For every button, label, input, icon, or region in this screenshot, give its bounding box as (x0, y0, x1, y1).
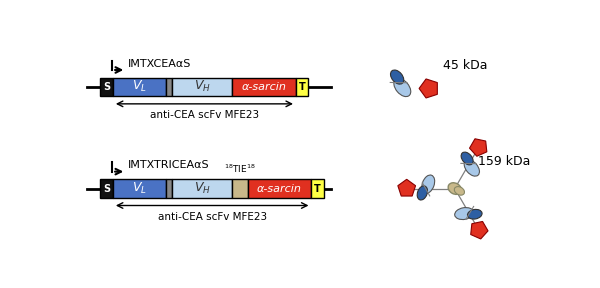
Ellipse shape (394, 78, 411, 96)
Text: S: S (103, 183, 110, 194)
Text: α-sarcin: α-sarcin (257, 183, 302, 194)
Text: anti-CEA scFv MFE23: anti-CEA scFv MFE23 (158, 212, 267, 222)
Ellipse shape (467, 209, 482, 219)
Bar (232, 78, 296, 96)
Bar (296, 78, 308, 96)
Ellipse shape (455, 208, 473, 219)
Ellipse shape (417, 186, 428, 200)
Bar (166, 78, 172, 96)
Text: T: T (299, 82, 305, 92)
Text: anti-CEA scFv MFE23: anti-CEA scFv MFE23 (150, 110, 259, 120)
Text: 159 kDa: 159 kDa (478, 155, 530, 168)
Text: $V_L$: $V_L$ (132, 79, 147, 94)
Polygon shape (470, 139, 487, 156)
Bar (248, 179, 311, 198)
Text: 45 kDa: 45 kDa (443, 59, 488, 72)
Ellipse shape (422, 175, 434, 193)
Ellipse shape (391, 70, 404, 84)
Ellipse shape (454, 187, 464, 195)
Bar (166, 179, 172, 198)
Bar (113, 179, 166, 198)
Text: IMTXCEAαS: IMTXCEAαS (128, 59, 191, 69)
Text: $V_H$: $V_H$ (194, 79, 211, 94)
Bar (113, 78, 166, 96)
Bar (172, 179, 232, 198)
Text: $V_L$: $V_L$ (132, 181, 147, 196)
Polygon shape (471, 221, 488, 239)
Text: S: S (103, 82, 110, 92)
Bar (232, 179, 248, 198)
Polygon shape (398, 179, 416, 196)
Text: IMTXTRICEAαS: IMTXTRICEAαS (128, 160, 209, 170)
Text: $^{18}$TIE$^{18}$: $^{18}$TIE$^{18}$ (224, 163, 256, 175)
Ellipse shape (464, 160, 479, 176)
Bar (100, 78, 113, 96)
Bar (172, 78, 232, 96)
Ellipse shape (448, 183, 461, 194)
Ellipse shape (461, 152, 473, 165)
Text: $V_H$: $V_H$ (194, 181, 211, 196)
Bar (311, 179, 324, 198)
Polygon shape (419, 79, 437, 98)
Text: α-sarcin: α-sarcin (242, 82, 287, 92)
Text: T: T (314, 183, 321, 194)
Bar (100, 179, 113, 198)
